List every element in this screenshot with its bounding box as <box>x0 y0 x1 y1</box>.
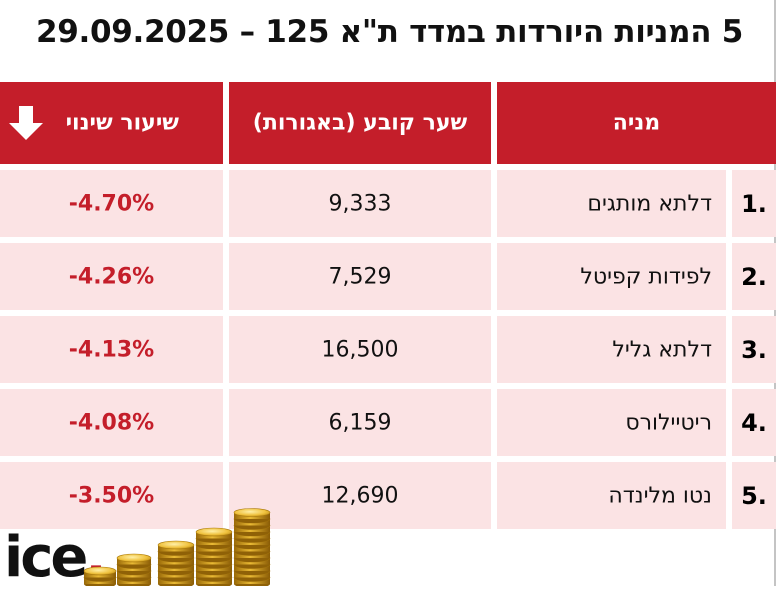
change-cell: -4.08% <box>0 389 223 456</box>
change-cell: -4.13% <box>0 316 223 383</box>
header-price-label: שער קובע (באגורות) <box>252 110 468 136</box>
change-cell: -3.50% <box>0 462 223 529</box>
price-cell: 16,500 <box>229 316 491 383</box>
price-cell: 6,159 <box>229 389 491 456</box>
stock-name: דלתא גליל <box>612 337 712 362</box>
stock-name-cell: ריטיילורס <box>497 389 726 456</box>
stock-name: דלתא מותגים <box>587 191 712 216</box>
price-value: 16,500 <box>321 337 399 362</box>
change-value: -4.08% <box>68 410 155 435</box>
change-cell: -4.26% <box>0 243 223 310</box>
rank: 5. <box>741 481 767 510</box>
rank: 4. <box>741 408 767 437</box>
header-change-label: שיעור שינוי <box>65 110 179 136</box>
header-stock: מניה <box>497 82 776 164</box>
page-title: 5 המניות היורדות במדד ת"א 125 – 29.09.20… <box>35 14 744 50</box>
rank-cell: 1. <box>732 170 776 237</box>
change-value: -3.50% <box>68 483 155 508</box>
price-cell: 12,690 <box>229 462 491 529</box>
price-value: 12,690 <box>321 483 399 508</box>
price-cell: 7,529 <box>229 243 491 310</box>
change-value: -4.26% <box>68 264 155 289</box>
stock-name-cell: לפידות קפיטל <box>497 243 726 310</box>
change-value: -4.13% <box>68 337 155 362</box>
change-cell: -4.70% <box>0 170 223 237</box>
stock-name-cell: דלתא מותגים <box>497 170 726 237</box>
rank: 2. <box>741 262 767 291</box>
price-value: 7,529 <box>328 264 392 289</box>
stock-name: נטו מלינדה <box>608 483 712 508</box>
rank-cell: 3. <box>732 316 776 383</box>
rank-cell: 5. <box>732 462 776 529</box>
price-cell: 9,333 <box>229 170 491 237</box>
down-arrow-icon <box>9 106 43 140</box>
header-price: שער קובע (באגורות) <box>229 82 491 164</box>
change-value: -4.70% <box>68 191 155 216</box>
price-value: 9,333 <box>328 191 392 216</box>
stock-name-cell: נטו מלינדה <box>497 462 726 529</box>
header-change[interactable]: שיעור שינוי <box>0 82 223 164</box>
rank-cell: 4. <box>732 389 776 456</box>
logo-text: ice <box>4 525 88 590</box>
rank-cell: 2. <box>732 243 776 310</box>
stock-name: לפידות קפיטל <box>580 264 712 289</box>
rank: 1. <box>741 189 767 218</box>
stock-name-cell: דלתא גליל <box>497 316 726 383</box>
price-value: 6,159 <box>328 410 392 435</box>
header-stock-label: מניה <box>612 110 661 136</box>
gold-coins-icon <box>83 508 271 586</box>
rank: 3. <box>741 335 767 364</box>
stock-name: ריטיילורס <box>625 410 712 435</box>
